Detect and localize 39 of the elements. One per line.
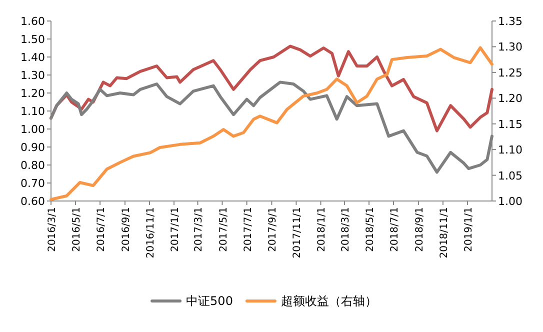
x-tick-label: 2017/11/1 [292, 207, 304, 258]
y2-tick-label: 1.35 [498, 15, 522, 28]
x-tick-label: 2017/7/1 [242, 207, 254, 252]
x-tick-label: 2017/9/1 [268, 207, 279, 252]
x-tick-label: 2017/3/1 [194, 207, 205, 252]
x-tick-label: 2018/7/1 [390, 207, 401, 252]
y2-tick-label: 1.00 [498, 195, 522, 208]
x-tick-label: 2016/3/1 [47, 207, 58, 252]
y-tick-label: 1.10 [20, 105, 45, 118]
x-tick-label: 2018/1/1 [316, 207, 328, 252]
y-tick-label: 1.20 [20, 87, 45, 100]
y-tick-label: 1.50 [20, 33, 45, 46]
x-tick-label: 2018/5/1 [364, 207, 376, 252]
x-tick-label: 2016/11/1 [145, 207, 156, 258]
y2-tick-label: 1.05 [498, 169, 522, 182]
x-tick-label: 2019/1/1 [463, 207, 474, 252]
y-tick-label: 1.40 [20, 51, 45, 64]
x-tick-label: 2016/7/1 [96, 207, 108, 252]
x-tick-label: 2016/5/1 [72, 207, 83, 252]
y-tick-label: 0.80 [20, 159, 45, 172]
y-tick-label: 0.70 [20, 177, 45, 190]
y2-tick-label: 1.10 [498, 144, 522, 157]
x-tick-label: 2017/1/1 [170, 207, 182, 252]
y-tick-label: 1.00 [20, 123, 45, 136]
legend-label: 中证500 [186, 294, 233, 308]
x-tick-label: 2018/3/1 [340, 207, 352, 252]
y2-tick-label: 1.15 [498, 118, 522, 131]
y-tick-label: 1.60 [20, 15, 45, 28]
x-tick-label: 2017/5/1 [218, 207, 230, 252]
y2-tick-label: 1.30 [498, 40, 522, 54]
y2-tick-label: 1.20 [498, 92, 522, 106]
x-tick-label: 2018/9/1 [414, 207, 426, 252]
x-tick-label: 2018/11/1 [438, 207, 450, 258]
y-tick-label: 1.30 [20, 69, 45, 82]
y-tick-label: 0.90 [20, 141, 45, 154]
x-tick-label: 2016/9/1 [120, 207, 132, 252]
y-tick-label: 0.60 [20, 195, 45, 208]
y2-tick-label: 1.25 [498, 66, 522, 80]
legend-label: 超额收益（右轴） [280, 294, 377, 308]
